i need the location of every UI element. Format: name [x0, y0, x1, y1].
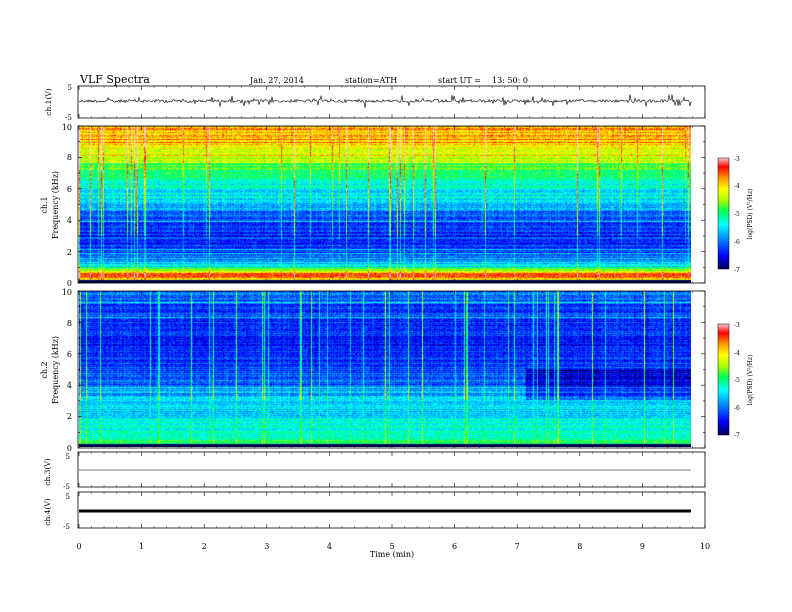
time-tick-label-3: 3 [264, 542, 269, 551]
time-tick-label-9: 9 [640, 542, 645, 551]
ch1-spectrogram-ytick-2: 2 [67, 248, 72, 257]
ch3-waveform-frame [77, 451, 706, 488]
time-tick-label-5: 5 [389, 542, 394, 551]
ch1-colorbar-label: log(PSD) (V²/Hz) [747, 189, 754, 240]
ch2-colorbar: -3 -4 -5 -6 -7 log(PSD) (V²/Hz) [717, 322, 754, 439]
ch2-colorbar-gradient [717, 323, 730, 436]
ch1-ytick-top: 5 [68, 84, 72, 92]
ch1-spectrogram-panel: 0 2 4 6 8 10 ch.1 Frequency (kHz) [40, 123, 706, 288]
ch2-frequency-ticks [78, 290, 705, 449]
time-axis-tick-labels: 0 1 2 3 4 5 6 7 8 9 10 [76, 542, 710, 551]
ch4-ytick-bottom: -5 [63, 523, 70, 531]
ch2-colorbar-tick-m7: -7 [734, 432, 740, 439]
time-tick-label-7: 7 [515, 542, 520, 551]
ch1-waveform-frame [77, 85, 706, 119]
ch4-waveform-panel: 5 -5 ch.4(V) [43, 491, 706, 531]
ch1-spectrogram-image [79, 126, 691, 283]
ch1-spectrogram-canvas-holder [79, 126, 691, 283]
ch1-frequency-label: Frequency (kHz) [51, 171, 60, 239]
ch2-spectrogram-ytick-2: 2 [67, 412, 72, 421]
ch1-ylabel: ch.1(V) [44, 88, 53, 116]
start-ut-label: start UT = [438, 76, 481, 85]
station-label: station=ATH [345, 76, 397, 85]
ch2-colorbar-label: log(PSD) (V²/Hz) [747, 355, 754, 406]
ch2-spectrogram-canvas-holder [79, 291, 691, 447]
ch1-spectrogram-ytick-10: 10 [62, 123, 72, 132]
ch1-colorbar-tick-m5: -5 [734, 211, 740, 218]
ch4-ylabel: ch.4(V) [43, 498, 52, 526]
ch1-colorbar-tick-m6: -6 [734, 239, 740, 246]
ch3-ytick-bottom: -5 [63, 483, 70, 491]
time-tick-label-4: 4 [327, 542, 332, 551]
ch1-spectrogram-ytick-4: 4 [67, 216, 72, 225]
ch2-colorbar-tick-m6: -6 [734, 405, 740, 412]
ch2-frequency-label: Frequency (kHz) [51, 336, 60, 404]
ch1-spectrogram-ytick-0: 0 [67, 279, 72, 288]
ch1-colorbar: -3 -4 -5 -6 -7 log(PSD) (V²/Hz) [717, 156, 754, 274]
time-tick-label-10: 10 [700, 542, 710, 551]
ch3-ylabel: ch.3(V) [43, 458, 52, 486]
ch4-waveform-frame [77, 491, 706, 529]
time-tick-label-8: 8 [577, 542, 582, 551]
time-axis-label: Time (min) [370, 550, 414, 559]
ch2-spectrogram-panel: 0 2 4 6 8 10 ch.2 Frequency (kHz) [40, 288, 706, 453]
ch2-spectrogram-ytick-10: 10 [62, 288, 72, 297]
ch1-waveform-panel: 5 -5 ch.1(V) [44, 84, 706, 122]
ch4-ytick-top: 5 [66, 493, 70, 501]
time-axis-ticks [78, 86, 706, 528]
ch1-waveform-line [78, 94, 693, 108]
ch2-spectrogram-ytick-4: 4 [67, 381, 72, 390]
ch1-spectrogram-ytick-8: 8 [67, 153, 72, 162]
ch2-colorbar-tick-m3: -3 [734, 322, 740, 329]
ch1-colorbar-tick-m3: -3 [734, 156, 740, 163]
ch3-waveform-panel: 5 -5 ch.3(V) [43, 451, 706, 491]
ch2-colorbar-tick-m4: -4 [734, 350, 740, 357]
ch2-spectrogram-ytick-6: 6 [67, 350, 72, 359]
time-tick-label-0: 0 [76, 542, 81, 551]
ch1-frequency-ticks [78, 125, 705, 284]
ch2-spectrogram-image [79, 291, 691, 447]
ch1-colorbar-tick-m7: -7 [734, 267, 740, 274]
date-label: Jan. 27, 2014 [249, 76, 304, 85]
ch1-spectrogram-ytick-6: 6 [67, 185, 72, 194]
ch3-ytick-top: 5 [66, 453, 70, 461]
time-tick-label-2: 2 [202, 542, 207, 551]
ch1-ytick-bottom: -5 [65, 114, 72, 122]
ch2-spectrogram-ytick-0: 0 [67, 444, 72, 453]
time-tick-label-1: 1 [139, 542, 144, 551]
ch1-colorbar-gradient [717, 157, 730, 270]
ch2-spectrogram-ytick-8: 8 [67, 319, 72, 328]
ch2-colorbar-tick-m5: -5 [734, 377, 740, 384]
ch1-channel-label: ch.1 [40, 196, 49, 213]
time-tick-label-6: 6 [452, 542, 457, 551]
start-ut-value: 13: 50: 0 [492, 76, 528, 85]
figure-title: VLF Spectra [79, 73, 150, 86]
ch1-colorbar-tick-m4: -4 [734, 183, 740, 190]
ch2-channel-label: ch.2 [40, 361, 49, 378]
